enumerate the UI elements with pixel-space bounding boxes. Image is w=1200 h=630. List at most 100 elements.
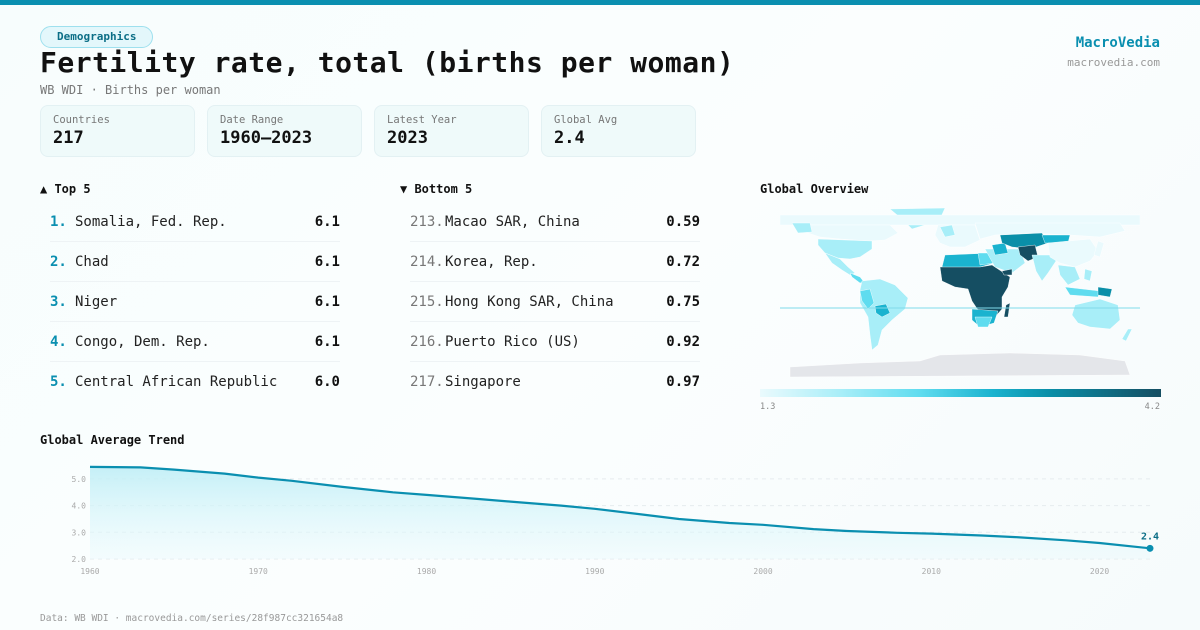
- country-name: Korea, Rep.: [445, 253, 538, 270]
- trend-end-point[interactable]: [1146, 544, 1154, 552]
- list-item[interactable]: 214. Korea, Rep. 0.72: [410, 242, 700, 282]
- top5-list: 1. Somalia, Fed. Rep. 6.1 2. Chad 6.1 3.…: [40, 202, 340, 402]
- footer-source: Data: WB WDI · macrovedia.com/series/28f…: [40, 613, 344, 624]
- region-philippines[interactable]: [1083, 268, 1093, 282]
- country-name: Chad: [75, 253, 109, 270]
- svg-text:1990: 1990: [585, 567, 604, 576]
- region-japan[interactable]: [1093, 240, 1105, 258]
- region-usa[interactable]: [817, 238, 873, 260]
- region-new-zealand[interactable]: [1121, 328, 1133, 342]
- country-name: Congo, Dem. Rep.: [75, 333, 210, 350]
- list-item[interactable]: 3. Niger 6.1: [50, 282, 340, 322]
- country-name: Singapore: [445, 374, 521, 390]
- country-name: Macao SAR, China: [445, 213, 580, 230]
- rank: 214.: [410, 253, 444, 270]
- svg-text:1970: 1970: [249, 567, 268, 576]
- svg-text:5.0: 5.0: [72, 475, 87, 484]
- map-title: Global Overview: [760, 182, 869, 196]
- region-yemen[interactable]: [1001, 268, 1013, 276]
- svg-text:2000: 2000: [753, 567, 772, 576]
- region-andes[interactable]: [859, 288, 875, 310]
- list-item[interactable]: 213. Macao SAR, China 0.59: [410, 202, 700, 242]
- stat-card-latest-year: Latest Year 2023: [374, 105, 529, 157]
- rank: 2.: [50, 253, 67, 270]
- list-item[interactable]: 4. Congo, Dem. Rep. 6.1: [50, 322, 340, 362]
- region-south-africa[interactable]: [974, 316, 993, 328]
- country-name: Puerto Rico (US): [445, 333, 580, 350]
- svg-text:3.0: 3.0: [72, 528, 87, 537]
- bottom5-list: 213. Macao SAR, China 0.59 214. Korea, R…: [400, 202, 700, 402]
- world-choropleth-map[interactable]: [780, 205, 1140, 380]
- region-arctic[interactable]: [780, 214, 1140, 226]
- trend-end-label: 2.4: [1141, 531, 1159, 542]
- svg-text:4.0: 4.0: [72, 502, 87, 511]
- country-value: 6.1: [314, 253, 340, 270]
- list-item[interactable]: 2. Chad 6.1: [50, 242, 340, 282]
- country-value: 0.59: [666, 213, 700, 230]
- stat-label: Date Range: [220, 114, 284, 126]
- y-axis-labels: 2.0 3.0 4.0 5.0: [72, 475, 87, 564]
- list-item[interactable]: 215. Hong Kong SAR, China 0.75: [410, 282, 700, 322]
- top-accent-bar: [0, 0, 1200, 5]
- region-iraq[interactable]: [991, 242, 1009, 256]
- country-name: Niger: [75, 293, 118, 310]
- color-scale-min: 1.3: [760, 402, 776, 412]
- region-scandinavia[interactable]: [939, 224, 956, 238]
- country-value: 0.97: [666, 374, 700, 390]
- region-china[interactable]: [1047, 238, 1099, 268]
- top5-heading: ▲ Top 5: [40, 182, 91, 196]
- region-australia[interactable]: [1071, 298, 1121, 330]
- country-name: Somalia, Fed. Rep.: [75, 213, 227, 230]
- region-madagascar[interactable]: [1003, 302, 1011, 318]
- country-value: 0.92: [666, 333, 700, 350]
- region-southeast-asia[interactable]: [1057, 264, 1081, 286]
- stat-card-date-range: Date Range 1960–2023: [207, 105, 362, 157]
- rank: 216.: [410, 333, 444, 350]
- region-antarctica[interactable]: [789, 352, 1131, 378]
- region-india[interactable]: [1031, 254, 1057, 282]
- map-color-scale: [760, 389, 1161, 397]
- svg-text:1980: 1980: [417, 567, 436, 576]
- stat-label: Countries: [53, 114, 110, 126]
- brand-url[interactable]: macrovedia.com: [1067, 56, 1160, 69]
- trend-line-chart[interactable]: 2.0 3.0 4.0 5.0 1960 1970 1980 1990 2000 2010 202…: [0, 455, 1200, 580]
- stat-value: 217: [53, 128, 84, 148]
- trend-line[interactable]: [89, 465, 1151, 550]
- list-item[interactable]: 1. Somalia, Fed. Rep. 6.1: [50, 202, 340, 242]
- page-subtitle: WB WDI · Births per woman: [40, 83, 221, 97]
- rank: 213.: [410, 213, 444, 230]
- brand-logo[interactable]: MacroVedia: [1075, 35, 1160, 51]
- stat-value: 2023: [387, 128, 428, 148]
- stat-value: 1960–2023: [220, 128, 313, 148]
- bottom5-heading: ▼ Bottom 5: [400, 182, 473, 196]
- region-indonesia[interactable]: [1064, 286, 1101, 298]
- list-item[interactable]: 216. Puerto Rico (US) 0.92: [410, 322, 700, 362]
- country-name: Central African Republic: [75, 374, 278, 390]
- rank: 1.: [50, 213, 67, 230]
- rank: 215.: [410, 293, 444, 310]
- rank: 3.: [50, 293, 67, 310]
- rank: 5.: [50, 374, 67, 390]
- list-item[interactable]: 5. Central African Republic 6.0: [50, 362, 340, 402]
- trend-title: Global Average Trend: [40, 433, 185, 447]
- country-name: Hong Kong SAR, China: [445, 293, 614, 310]
- region-bolivia[interactable]: [874, 303, 891, 318]
- page-title: Fertility rate, total (births per woman): [40, 46, 735, 79]
- country-value: 6.1: [314, 333, 340, 350]
- color-scale-max: 4.2: [1144, 402, 1160, 412]
- country-value: 0.72: [666, 253, 700, 270]
- region-png[interactable]: [1097, 286, 1113, 298]
- x-axis-labels: 1960 1970 1980 1990 2000 2010 2020: [80, 567, 1109, 576]
- country-value: 0.75: [666, 293, 700, 310]
- svg-text:2.0: 2.0: [72, 555, 87, 564]
- svg-text:2020: 2020: [1090, 567, 1109, 576]
- category-tag[interactable]: Demographics: [40, 26, 154, 48]
- list-item[interactable]: 217. Singapore 0.97: [410, 362, 700, 402]
- region-alaska[interactable]: [791, 222, 813, 234]
- rank: 4.: [50, 333, 67, 350]
- stat-value: 2.4: [554, 128, 585, 148]
- stat-label: Global Avg: [554, 114, 618, 126]
- country-value: 6.1: [314, 293, 340, 310]
- stat-card-countries: Countries 217: [40, 105, 195, 157]
- svg-text:2010: 2010: [922, 567, 941, 576]
